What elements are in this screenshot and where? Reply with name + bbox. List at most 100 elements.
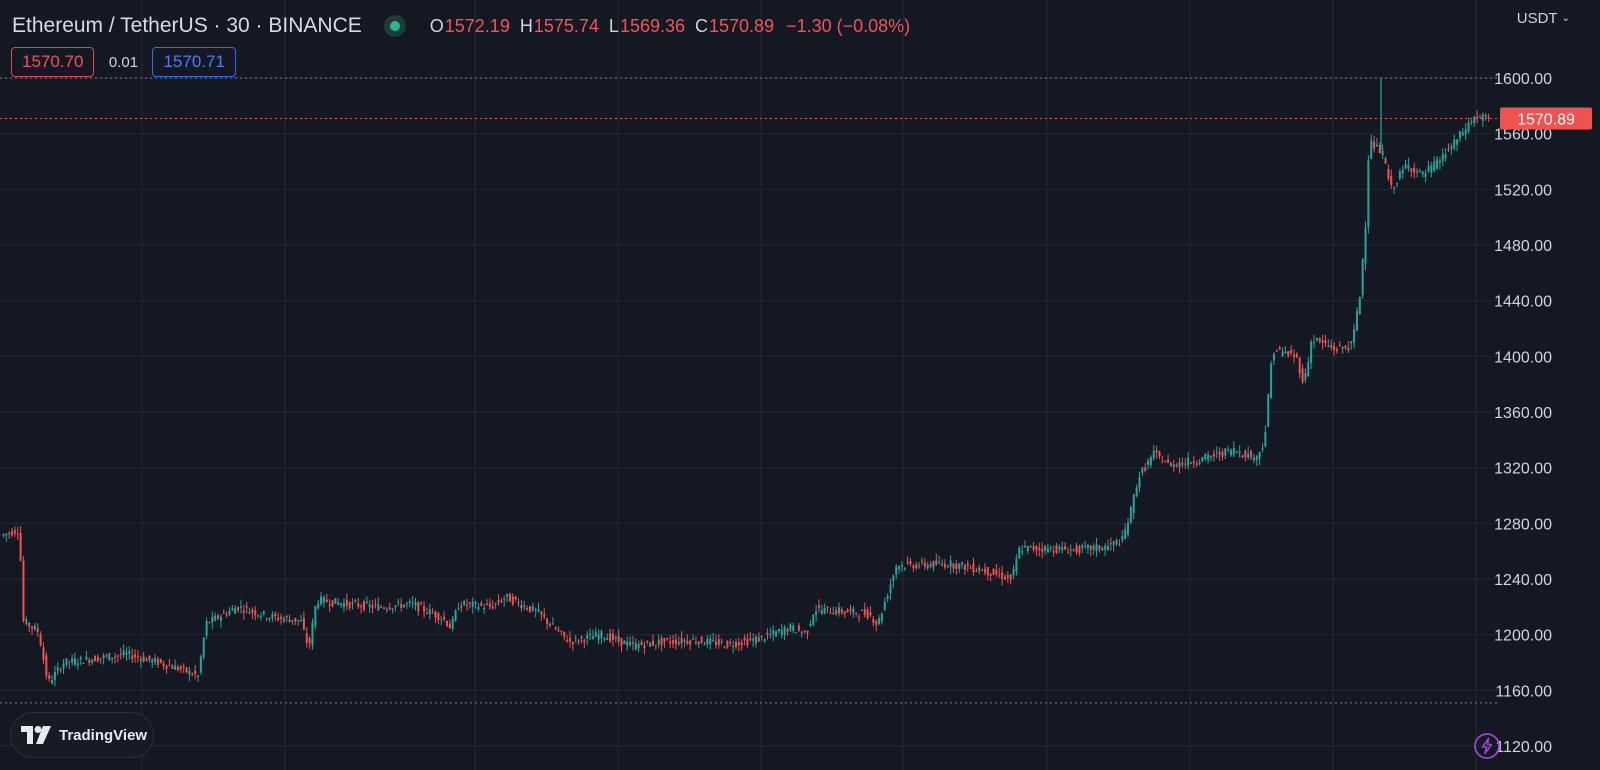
candle-body	[205, 621, 208, 636]
candle-body	[116, 655, 119, 657]
candle-body	[723, 647, 726, 649]
candle-body	[374, 603, 377, 605]
candle-body	[1261, 448, 1264, 450]
market-status-icon[interactable]	[383, 15, 406, 37]
price-tick-label: 1280.00	[1494, 516, 1552, 533]
price-lines	[0, 77, 1500, 704]
price-axis[interactable]: 1600.00 1560.00 1520.00 1480.00 1440.00 1400.…	[1494, 71, 1592, 756]
candle-body	[503, 599, 506, 601]
candle-body	[1335, 349, 1338, 352]
candle-body	[1218, 452, 1221, 456]
candle-body	[1413, 167, 1416, 173]
candle-body	[91, 659, 94, 663]
currency-selector[interactable]: USDT ⌄	[1517, 10, 1570, 27]
tradingview-logo-icon	[21, 726, 51, 744]
tradingview-logo[interactable]: TradingView	[10, 712, 154, 758]
candle-body	[345, 599, 348, 606]
candle-body	[895, 566, 898, 575]
candle-body	[136, 656, 139, 658]
candle-body	[557, 629, 560, 631]
candle-body	[328, 604, 331, 606]
candle-body	[717, 639, 720, 645]
candle-body	[45, 655, 48, 677]
candle-body	[1255, 455, 1258, 460]
candle-body	[646, 640, 649, 642]
candle-body	[1456, 139, 1459, 145]
candle-body	[1167, 459, 1170, 462]
candle-body	[1476, 116, 1479, 119]
candle-body	[692, 638, 695, 640]
candle-body	[182, 665, 185, 667]
candle-body	[677, 641, 680, 645]
chart-grid	[0, 0, 1500, 770]
candle-body	[1481, 114, 1484, 121]
candle-body	[720, 641, 723, 643]
candle-body	[414, 602, 417, 606]
candle-body	[915, 564, 918, 569]
candle-body	[923, 562, 926, 567]
candle-body	[463, 601, 466, 605]
candle-body	[1032, 546, 1035, 550]
candle-body	[526, 608, 529, 610]
candle-body	[1464, 129, 1467, 135]
candle-body	[311, 622, 314, 646]
candle-body	[852, 608, 855, 614]
candle-body	[843, 611, 846, 614]
candle-body	[898, 566, 901, 570]
candle-body	[337, 602, 340, 605]
candle-body	[199, 656, 202, 673]
candle-body	[1247, 453, 1250, 458]
candle-body	[1230, 450, 1233, 456]
candle-body	[494, 603, 497, 605]
candle-body	[1292, 354, 1295, 357]
candle-body	[1384, 158, 1387, 164]
candle-body	[1058, 546, 1061, 550]
candle-body	[448, 623, 451, 629]
candle-body	[909, 561, 912, 564]
candle-body	[589, 633, 592, 635]
candle-body	[294, 617, 297, 622]
candle-body	[434, 611, 437, 618]
candle-body	[122, 650, 125, 656]
candle-body	[963, 564, 966, 570]
candle-body	[128, 650, 131, 654]
candle-body	[1038, 547, 1041, 550]
candle-body	[812, 615, 815, 625]
candle-body	[772, 630, 775, 635]
lightning-icon[interactable]	[1473, 732, 1501, 760]
candle-body	[1187, 457, 1190, 466]
candle-body	[445, 621, 448, 627]
candle-body	[726, 640, 729, 648]
candle-body	[840, 609, 843, 613]
candle-body	[1141, 467, 1144, 473]
candle-body	[5, 533, 8, 536]
price-tick-label: 1240.00	[1494, 572, 1552, 589]
sell-button[interactable]: 1570.70	[11, 47, 95, 77]
candle-body	[591, 636, 594, 640]
candle-body	[700, 636, 703, 643]
candle-body	[262, 611, 265, 614]
candle-body	[875, 621, 878, 626]
candle-body	[815, 611, 818, 616]
candle-body	[222, 613, 225, 615]
candle-body	[577, 640, 580, 642]
candle-body	[1421, 171, 1424, 175]
symbol-title[interactable]: Ethereum / TetherUS · 30 · BINANCE	[12, 14, 362, 37]
candle-body	[981, 570, 984, 572]
candle-body	[380, 606, 383, 608]
candle-body	[938, 561, 941, 563]
candle-body	[926, 565, 929, 568]
buy-button[interactable]: 1570.71	[152, 47, 236, 77]
candle-body	[1144, 467, 1147, 471]
candle-body	[403, 604, 406, 608]
price-tick-label: 1520.00	[1494, 182, 1552, 199]
candle-body	[523, 605, 526, 607]
candle-body	[755, 636, 758, 644]
candle-body	[878, 617, 881, 624]
candle-body	[1064, 546, 1067, 550]
candle-body	[594, 632, 597, 637]
candle-body	[471, 601, 474, 607]
candle-body	[33, 626, 36, 630]
candle-body	[291, 620, 294, 622]
